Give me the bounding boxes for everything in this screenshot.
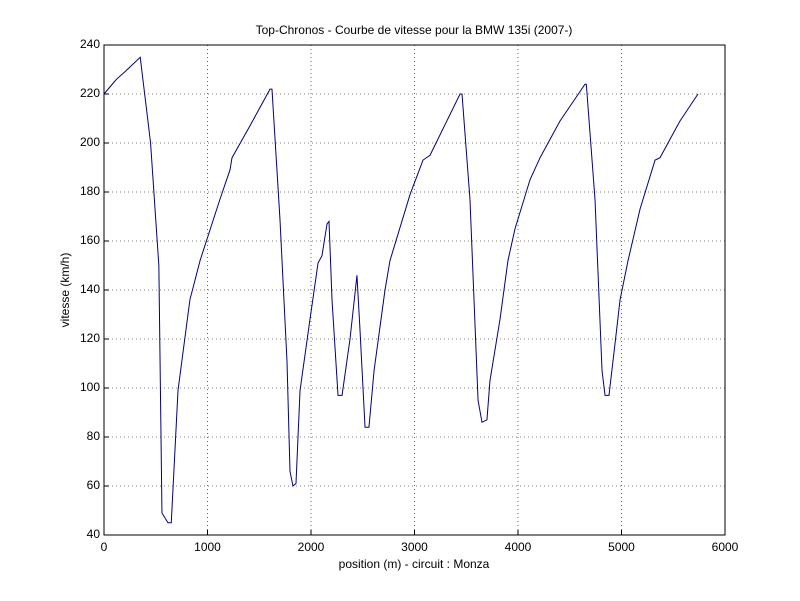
y-axis-label: vitesse (km/h) <box>58 253 72 328</box>
x-axis-label: position (m) - circuit : Monza <box>339 557 490 571</box>
y-tick-label: 140 <box>80 282 100 296</box>
y-tick-label: 80 <box>87 429 101 443</box>
y-tick-label: 180 <box>80 184 100 198</box>
y-tick-label: 120 <box>80 331 100 345</box>
chart-title: Top-Chronos - Courbe de vitesse pour la … <box>256 23 573 37</box>
y-tick-label: 60 <box>87 478 101 492</box>
x-tick-label: 2000 <box>298 540 325 554</box>
y-tick-label: 220 <box>80 86 100 100</box>
x-tick-label: 4000 <box>505 540 532 554</box>
x-tick-label: 6000 <box>712 540 739 554</box>
plot-frame <box>103 44 726 536</box>
y-tick-label: 100 <box>80 380 100 394</box>
x-tick-label: 5000 <box>608 540 635 554</box>
y-tick-label: 160 <box>80 233 100 247</box>
y-tick-label: 240 <box>80 37 100 51</box>
data-line <box>103 56 699 524</box>
y-tick-label: 40 <box>87 527 101 541</box>
x-tick-label: 3000 <box>401 540 428 554</box>
x-tick-label: 1000 <box>194 540 221 554</box>
y-tick-label: 200 <box>80 135 100 149</box>
x-tick-label: 0 <box>101 540 108 554</box>
